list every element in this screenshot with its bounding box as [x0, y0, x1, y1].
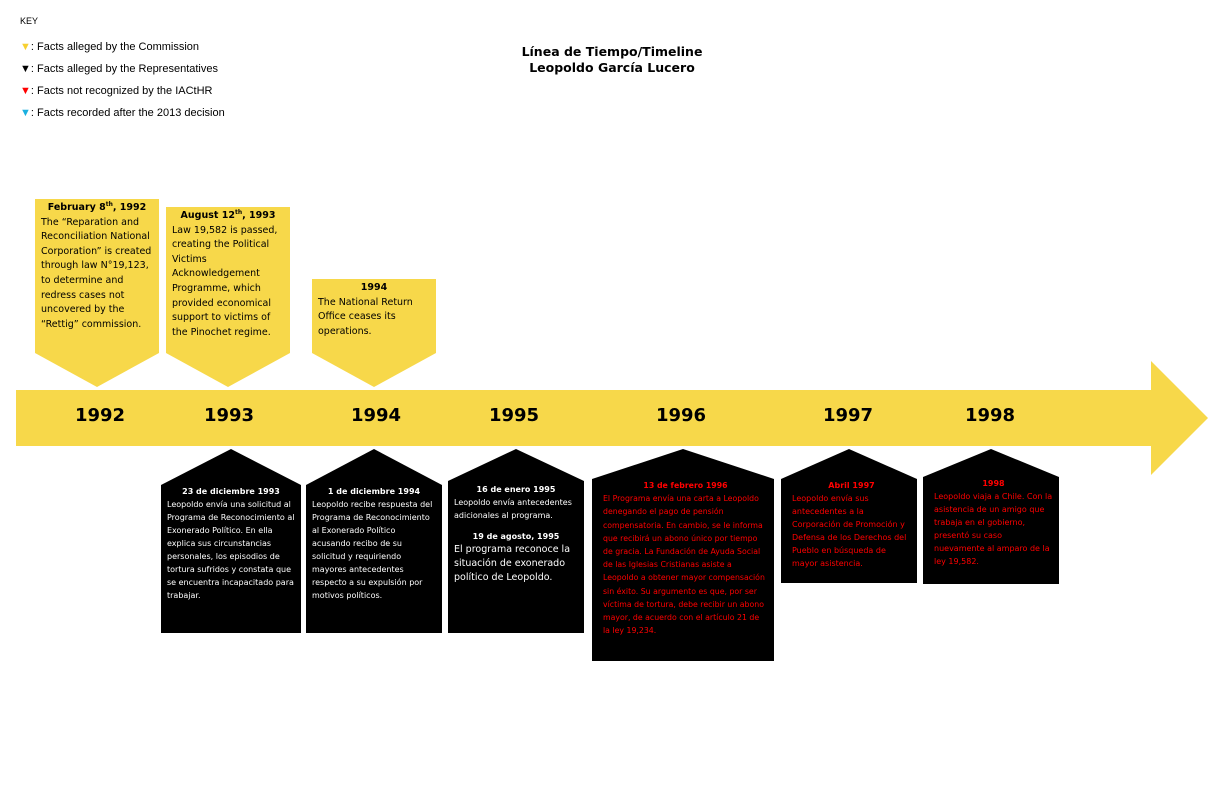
- key-legend: KEY ▼: Facts alleged by the Commission ▼…: [20, 15, 230, 129]
- event-pointer: [923, 449, 1059, 477]
- event-below-1997: Abril 1997 Leopoldo envía sus antecedent…: [781, 479, 917, 583]
- event-pointer: [781, 449, 917, 479]
- event-text: Leopoldo envía sus antecedentes a la Cor…: [792, 494, 907, 568]
- event-below-1995: 16 de enero 1995 Leopoldo envía antecede…: [448, 481, 584, 633]
- event-text-2: El programa reconoce la situación de exo…: [454, 544, 571, 583]
- year-label-1993: 1993: [203, 405, 255, 426]
- key-item-label: : Facts alleged by the Commission: [30, 41, 200, 53]
- event-date: February 8th, 1992: [47, 200, 147, 213]
- event-pointer: [306, 449, 442, 485]
- black-triangle-icon: ▼: [20, 63, 31, 75]
- event-date: 23 de diciembre 1993: [182, 487, 280, 496]
- event-text: Leopoldo envía una solicitud al Programa…: [167, 500, 295, 600]
- event-pointer: [161, 449, 301, 485]
- year-label-1998: 1998: [964, 405, 1016, 426]
- event-date: 1 de diciembre 1994: [327, 487, 421, 496]
- event-date-2: 19 de agosto, 1995: [472, 532, 560, 541]
- event-text: Law 19,582 is passed, creating the Polit…: [172, 224, 278, 338]
- event-above-1992: February 8th, 1992 The “Reparation and R…: [35, 199, 159, 353]
- event-date: August 12th, 1993: [180, 208, 276, 221]
- event-below-1996: 13 de febrero 1996 El Programa envía una…: [592, 479, 774, 661]
- year-label-1994: 1994: [350, 405, 402, 426]
- event-pointer: [448, 449, 584, 481]
- red-triangle-icon: ▼: [20, 85, 31, 97]
- year-label-1997: 1997: [822, 405, 874, 426]
- page-title: Línea de Tiempo/Timeline Leopoldo García…: [462, 44, 762, 76]
- title-line-2: Leopoldo García Lucero: [529, 60, 695, 75]
- event-pointer: [166, 353, 290, 387]
- key-title: KEY: [20, 16, 39, 26]
- event-above-1993: August 12th, 1993 Law 19,582 is passed, …: [166, 207, 290, 353]
- yellow-triangle-icon: ▼: [20, 41, 31, 53]
- key-item-not-recognized: ▼: Facts not recognized by the IACtHR: [20, 85, 230, 98]
- year-label-1992: 1992: [74, 405, 126, 426]
- key-item-commission: ▼: Facts alleged by the Commission: [20, 41, 230, 54]
- event-below-dec-1993: 23 de diciembre 1993 Leopoldo envía una …: [161, 485, 301, 633]
- event-text: El Programa envía una carta a Leopoldo d…: [603, 494, 765, 636]
- blue-triangle-icon: ▼: [20, 107, 31, 119]
- event-date: Abril 1997: [828, 481, 875, 490]
- event-text: Leopoldo envía antecedentes adicionales …: [454, 498, 572, 520]
- event-below-1998: 1998 Leopoldo viaja a Chile. Con la asis…: [923, 477, 1059, 584]
- event-below-dec-1994: 1 de diciembre 1994 Leopoldo recibe resp…: [306, 485, 442, 633]
- key-item-label: : Facts not recognized by the IACtHR: [30, 85, 213, 97]
- year-label-1995: 1995: [488, 405, 540, 426]
- year-label-1996: 1996: [655, 405, 707, 426]
- event-pointer: [312, 353, 436, 387]
- event-text: The National Return Office ceases its op…: [318, 296, 413, 337]
- event-text: The “Reparation and Reconciliation Natio…: [41, 216, 152, 330]
- timeline-arrow-shape: [16, 361, 1208, 475]
- title-line-1: Línea de Tiempo/Timeline: [521, 44, 703, 59]
- event-above-1994: 1994 The National Return Office ceases i…: [312, 279, 436, 353]
- key-item-representatives: ▼: Facts alleged by the Representatives: [20, 63, 230, 76]
- event-text: Leopoldo viaja a Chile. Con la asistenci…: [934, 492, 1053, 566]
- event-date: 16 de enero 1995: [476, 485, 556, 494]
- event-date: 1998: [982, 479, 1005, 488]
- key-item-label: : Facts recorded after the 2013 decision: [30, 107, 225, 119]
- key-item-after-2013: ▼: Facts recorded after the 2013 decisio…: [20, 107, 230, 120]
- event-date: 13 de febrero 1996: [643, 481, 728, 490]
- key-item-label: : Facts alleged by the Representatives: [30, 63, 218, 75]
- event-pointer: [592, 449, 774, 479]
- event-date: 1994: [360, 282, 388, 293]
- event-pointer: [35, 353, 159, 387]
- event-text: Leopoldo recibe respuesta del Programa d…: [312, 500, 433, 600]
